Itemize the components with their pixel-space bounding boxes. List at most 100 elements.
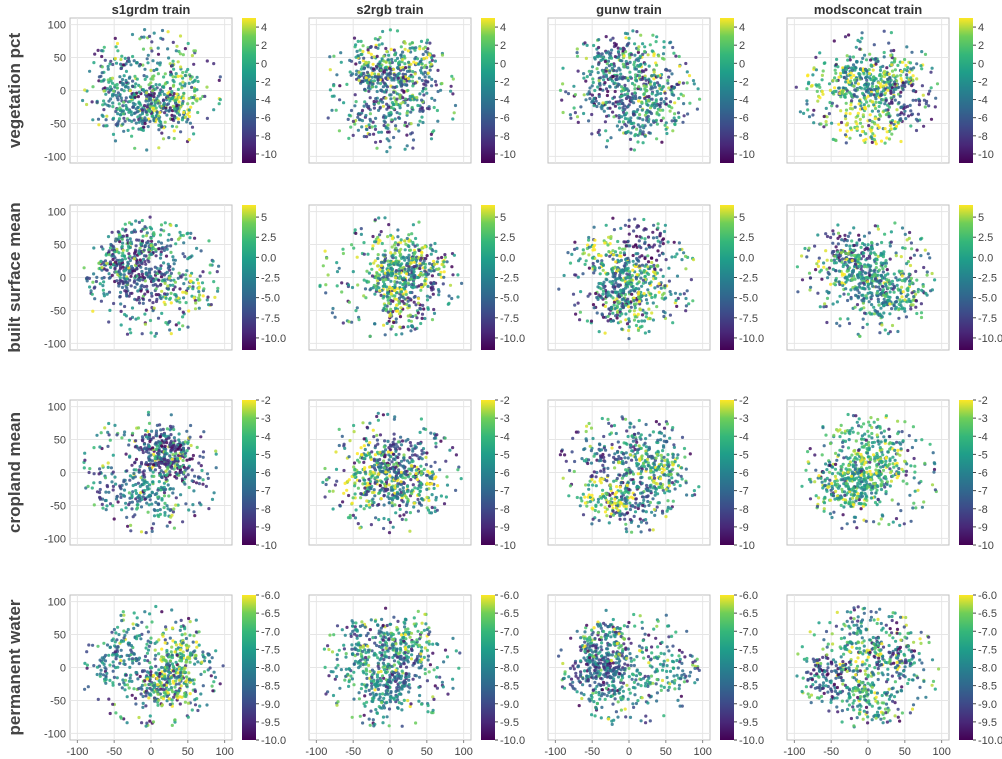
scatter-point — [638, 104, 642, 109]
scatter-point — [622, 289, 626, 293]
scatter-point — [429, 281, 433, 285]
scatter-point — [412, 270, 416, 274]
scatter-point — [145, 75, 149, 79]
scatter-point — [152, 106, 156, 110]
scatter-point — [597, 102, 601, 106]
scatter-point — [401, 50, 405, 54]
scatter-point — [421, 47, 426, 51]
scatter-point — [632, 63, 636, 67]
scatter-point — [877, 104, 881, 109]
scatter-point — [640, 284, 644, 288]
scatter-point — [122, 100, 126, 104]
scatter-point — [378, 64, 383, 68]
scatter-point — [106, 87, 110, 91]
scatter-point — [166, 95, 170, 99]
scatter-point — [631, 253, 635, 258]
scatter-point — [149, 252, 153, 256]
scatter-point — [157, 146, 161, 150]
scatter-point — [421, 109, 425, 113]
scatter-point — [129, 274, 133, 278]
scatter-point — [136, 95, 140, 99]
scatter-point — [162, 261, 166, 265]
scatter-point — [181, 80, 185, 84]
scatter-point — [634, 96, 638, 101]
scatter-point — [678, 248, 682, 252]
scatter-point — [164, 108, 168, 112]
scatter-point — [187, 96, 191, 101]
scatter-point — [374, 140, 378, 144]
scatter-point — [123, 304, 127, 309]
scatter-point — [910, 247, 914, 251]
scatter-point — [646, 103, 650, 107]
scatter-point — [398, 315, 403, 319]
scatter-point — [179, 130, 183, 134]
scatter-point — [411, 257, 415, 261]
scatter-point — [120, 88, 124, 92]
scatter-point — [654, 40, 658, 44]
scatter-point — [356, 283, 360, 287]
scatter-point — [599, 254, 603, 258]
scatter-point — [858, 117, 862, 121]
scatter-point — [424, 87, 428, 91]
scatter-point — [887, 105, 892, 109]
scatter-point — [89, 289, 93, 293]
scatter-point — [414, 303, 418, 307]
scatter-point — [637, 45, 641, 49]
scatter-point — [137, 101, 141, 105]
scatter-point — [620, 77, 625, 81]
scatter-point — [429, 269, 433, 273]
scatter-point — [121, 104, 125, 108]
scatter-point — [93, 297, 97, 301]
scatter-point — [416, 103, 420, 108]
scatter-point — [896, 63, 900, 67]
scatter-point — [165, 247, 169, 251]
scatter-point — [121, 251, 125, 255]
scatter-point — [600, 107, 604, 111]
colorbar-tick-label: -4 — [739, 95, 749, 107]
scatter-point — [576, 301, 580, 305]
scatter-point — [387, 73, 391, 77]
scatter-point — [143, 77, 147, 81]
scatter-point — [402, 54, 406, 58]
scatter-point — [367, 123, 371, 127]
scatter-point — [395, 97, 399, 101]
scatter-point — [870, 125, 874, 129]
scatter-point — [626, 266, 630, 270]
scatter-point — [422, 65, 426, 69]
scatter-point — [172, 80, 176, 84]
scatter-point — [194, 301, 198, 305]
scatter-point — [858, 99, 862, 103]
scatter-point — [420, 78, 424, 82]
scatter-point — [358, 118, 362, 122]
scatter-point — [126, 128, 130, 132]
scatter-point — [122, 129, 126, 133]
scatter-point — [912, 66, 916, 70]
scatter-point — [451, 117, 455, 121]
scatter-point — [636, 59, 641, 63]
scatter-point — [359, 232, 363, 236]
scatter-point — [681, 81, 686, 85]
scatter-point — [133, 252, 137, 256]
scatter-point — [162, 101, 166, 105]
scatter-point — [626, 95, 630, 99]
scatter-point — [611, 285, 615, 289]
scatter-point — [430, 56, 434, 60]
scatter-point — [900, 285, 904, 289]
scatter-point — [152, 31, 156, 35]
scatter-point — [890, 69, 895, 73]
scatter-point — [830, 121, 834, 125]
scatter-point — [821, 92, 825, 96]
scatter-point — [127, 60, 131, 64]
scatter-point — [105, 114, 109, 118]
scatter-point — [171, 75, 175, 79]
scatter-point — [119, 62, 123, 66]
scatter-point — [400, 332, 404, 336]
scatter-point — [335, 284, 339, 288]
scatter-point — [611, 253, 616, 257]
scatter-point — [169, 70, 173, 74]
scatter-point — [115, 237, 119, 241]
scatter-point — [388, 28, 392, 32]
scatter-point — [111, 244, 115, 248]
scatter-point — [133, 74, 137, 78]
scatter-point — [635, 225, 639, 229]
